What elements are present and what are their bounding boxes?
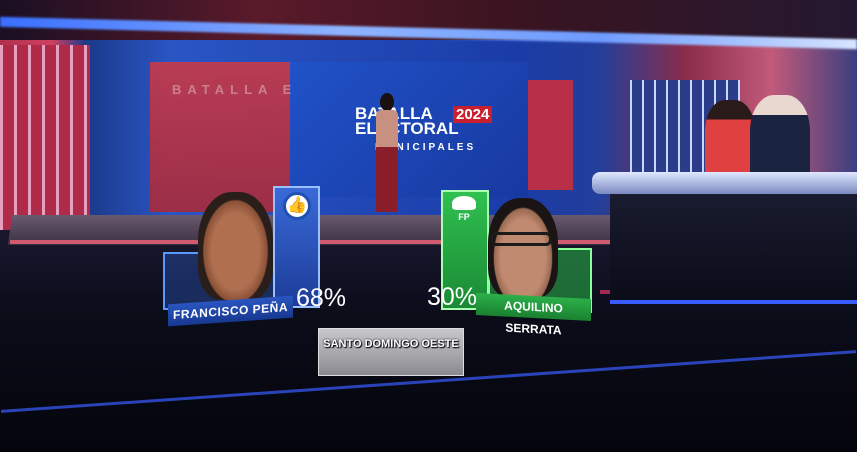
show-logo: BATALLA ELECTORAL 2024 MUNICIPALES xyxy=(355,105,493,155)
candidate-percent: 30% xyxy=(427,283,478,311)
red-screen-panel-right xyxy=(528,80,573,190)
region-label: SANTO DOMINGO OESTE xyxy=(318,328,464,376)
party-abbr: FP xyxy=(458,212,470,222)
candidate-percent: 68% xyxy=(296,284,347,312)
main-screen xyxy=(290,62,528,197)
result-bar xyxy=(273,186,320,308)
red-screen-panel xyxy=(150,62,290,212)
thumbs-up-circle-icon: 👍 xyxy=(283,192,311,220)
desk-base xyxy=(610,194,857,304)
glasses xyxy=(490,232,552,246)
leaf-icon xyxy=(452,196,476,210)
panelist xyxy=(705,100,755,178)
stage-edge-light xyxy=(10,240,630,244)
wall-text: BATALLA E xyxy=(172,82,298,97)
anchor-desk xyxy=(592,172,857,194)
wall-stripes-left xyxy=(0,45,90,235)
panelist xyxy=(750,95,810,185)
presenter xyxy=(376,93,398,212)
candidate-photo xyxy=(198,192,273,300)
candidate-photo xyxy=(488,198,558,298)
